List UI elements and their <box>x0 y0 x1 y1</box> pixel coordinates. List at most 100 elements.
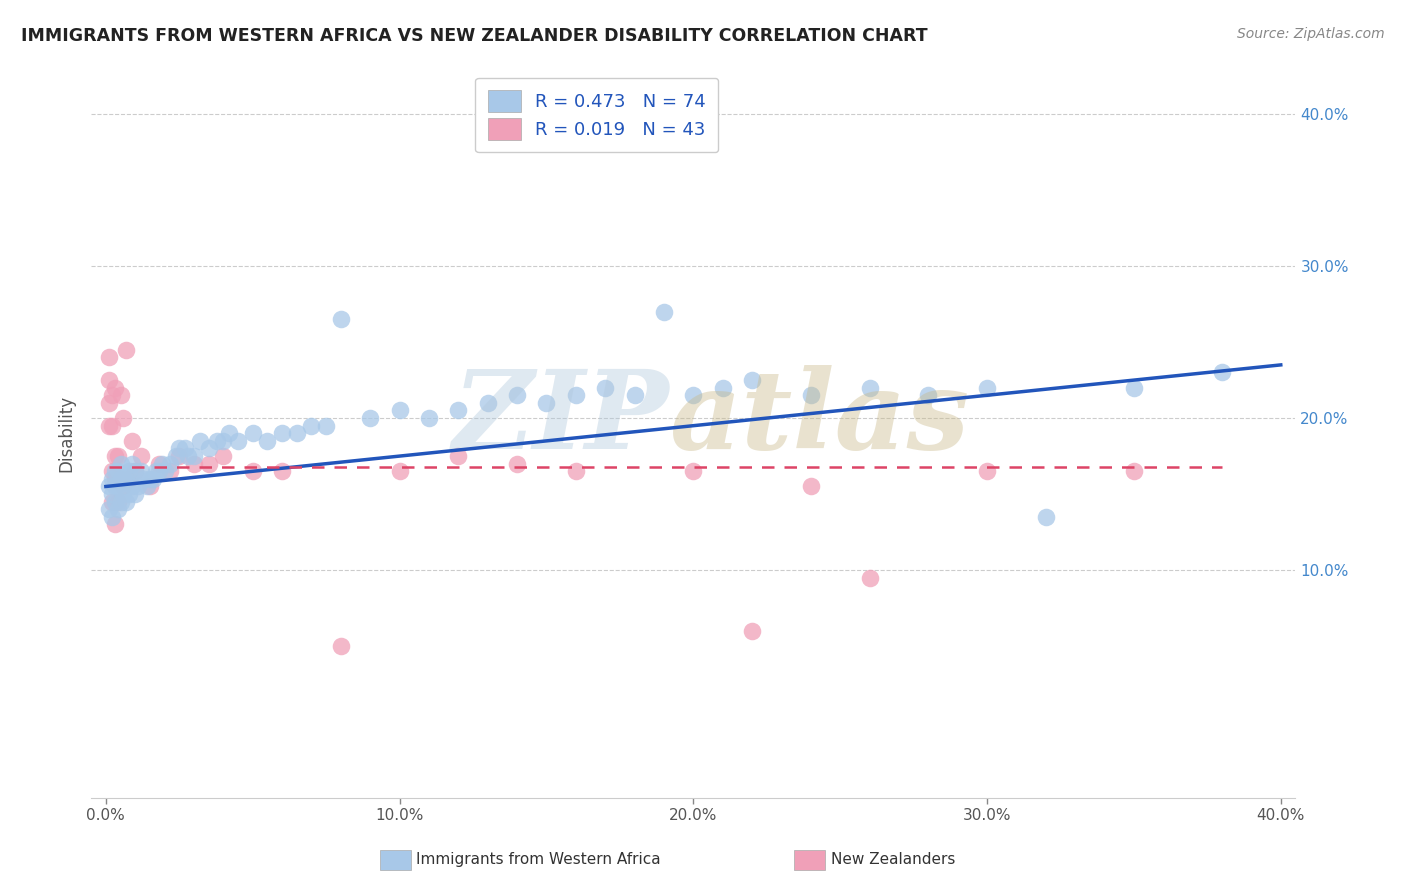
Point <box>112 487 135 501</box>
Point <box>159 464 181 478</box>
Point <box>110 457 132 471</box>
Point <box>858 571 880 585</box>
Point <box>121 479 143 493</box>
Point <box>242 464 264 478</box>
Point <box>97 351 120 365</box>
Point <box>129 449 152 463</box>
Point <box>197 442 219 456</box>
Point <box>104 517 127 532</box>
Point <box>145 464 167 478</box>
Point <box>741 373 763 387</box>
Point <box>104 472 127 486</box>
Point <box>110 388 132 402</box>
Point <box>115 343 138 357</box>
Point <box>139 479 162 493</box>
Point <box>388 403 411 417</box>
Point <box>917 388 939 402</box>
Point <box>124 464 146 478</box>
Point <box>132 472 155 486</box>
Text: New Zealanders: New Zealanders <box>831 853 955 867</box>
Point <box>976 464 998 478</box>
Text: Source: ZipAtlas.com: Source: ZipAtlas.com <box>1237 27 1385 41</box>
Point <box>129 464 152 478</box>
Point <box>329 312 352 326</box>
Point <box>97 502 120 516</box>
Point <box>107 464 129 478</box>
Point <box>1035 509 1057 524</box>
Point <box>110 494 132 508</box>
Point <box>100 487 122 501</box>
Point <box>256 434 278 448</box>
Point <box>174 442 197 456</box>
Point <box>110 472 132 486</box>
Point <box>97 373 120 387</box>
Point <box>536 396 558 410</box>
Point <box>212 449 235 463</box>
Point <box>136 479 159 493</box>
Point <box>682 464 704 478</box>
Point <box>148 464 170 478</box>
Point <box>115 494 138 508</box>
Point <box>127 479 149 493</box>
Point <box>121 457 143 471</box>
Point <box>100 494 122 508</box>
Point <box>1122 464 1144 478</box>
Point <box>107 479 129 493</box>
Point <box>159 457 181 471</box>
Point <box>124 487 146 501</box>
Point <box>100 418 122 433</box>
Point <box>169 449 191 463</box>
Point <box>100 472 122 486</box>
Point <box>506 457 529 471</box>
Point <box>652 304 675 318</box>
Point <box>118 487 141 501</box>
Point <box>104 479 127 493</box>
Point <box>100 464 122 478</box>
Point <box>107 449 129 463</box>
Point <box>169 442 191 456</box>
Point <box>100 388 122 402</box>
Text: atlas: atlas <box>669 365 970 473</box>
Point <box>858 381 880 395</box>
Point <box>418 411 440 425</box>
Point <box>165 449 187 463</box>
Point <box>285 426 308 441</box>
Point <box>124 464 146 478</box>
Point <box>97 479 120 493</box>
Point <box>115 472 138 486</box>
Point <box>218 426 240 441</box>
Point <box>153 464 176 478</box>
Point <box>104 381 127 395</box>
Point <box>183 449 205 463</box>
Point <box>593 381 616 395</box>
Point <box>104 449 127 463</box>
Point <box>183 457 205 471</box>
Point <box>100 509 122 524</box>
Point <box>104 464 127 478</box>
Point <box>565 464 588 478</box>
Point <box>1122 381 1144 395</box>
Text: ZIP: ZIP <box>453 365 669 473</box>
Point <box>112 472 135 486</box>
Point <box>107 502 129 516</box>
Point <box>329 639 352 653</box>
Point <box>148 457 170 471</box>
Legend: R = 0.473   N = 74, R = 0.019   N = 43: R = 0.473 N = 74, R = 0.019 N = 43 <box>475 78 718 153</box>
Point <box>177 449 200 463</box>
Point <box>711 381 734 395</box>
Point <box>623 388 645 402</box>
Point <box>188 434 211 448</box>
Text: IMMIGRANTS FROM WESTERN AFRICA VS NEW ZEALANDER DISABILITY CORRELATION CHART: IMMIGRANTS FROM WESTERN AFRICA VS NEW ZE… <box>21 27 928 45</box>
Point <box>121 434 143 448</box>
Point <box>110 472 132 486</box>
Point <box>682 388 704 402</box>
Point <box>301 418 323 433</box>
Point <box>447 403 470 417</box>
Point <box>800 388 823 402</box>
Point <box>112 411 135 425</box>
Point <box>142 472 165 486</box>
Point <box>139 472 162 486</box>
Point <box>242 426 264 441</box>
Point <box>800 479 823 493</box>
Point <box>112 479 135 493</box>
